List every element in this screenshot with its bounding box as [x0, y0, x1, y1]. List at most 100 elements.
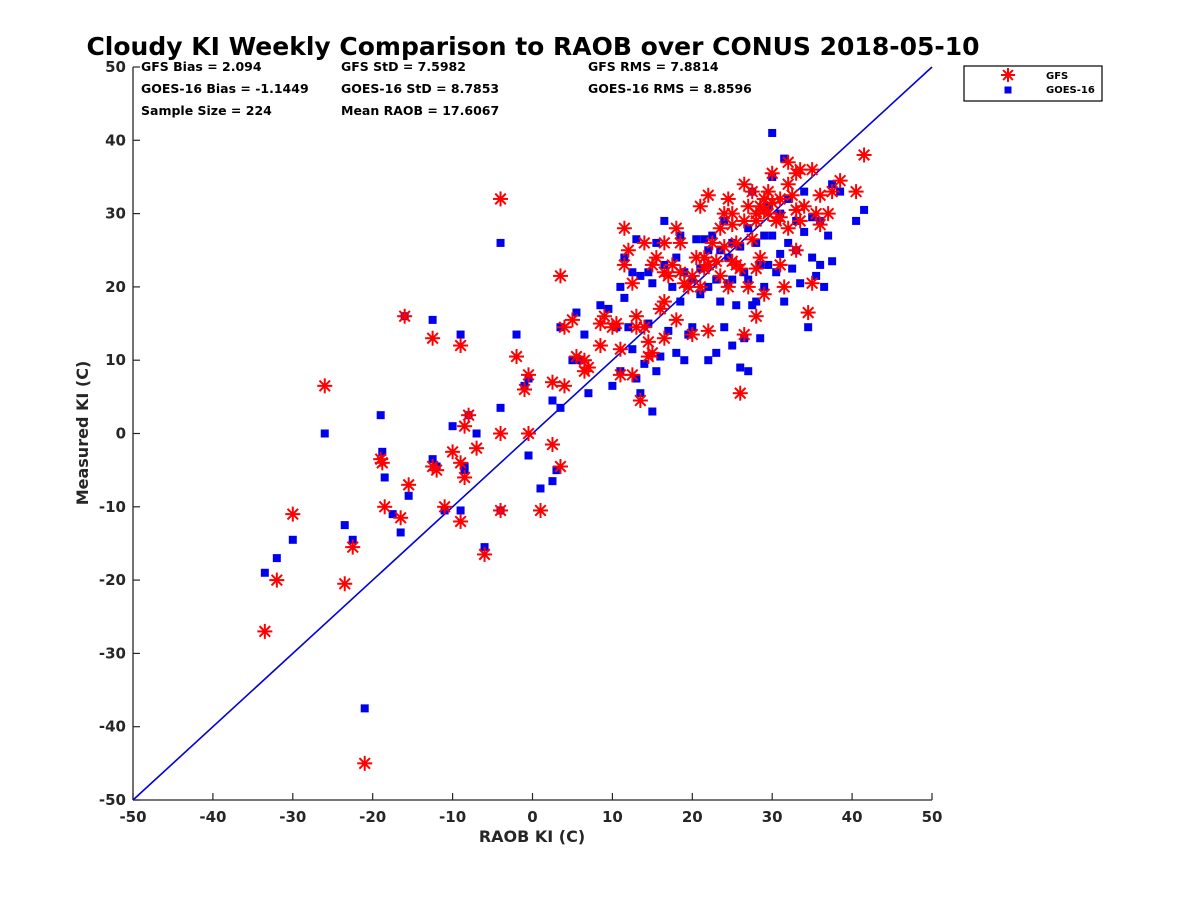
gfs-point — [752, 250, 768, 266]
goes16-point — [648, 407, 657, 416]
y-axis-label: Measured KI (C) — [73, 361, 92, 506]
goes16-point — [716, 297, 725, 306]
x-tick-label: 30 — [762, 808, 783, 826]
goes16-point — [456, 506, 465, 515]
gfs-point — [285, 506, 301, 522]
gfs-point — [656, 330, 672, 346]
gfs-point — [493, 502, 509, 518]
gfs-point — [804, 162, 820, 178]
gfs-point — [628, 308, 644, 324]
goes16-point — [616, 282, 625, 291]
gfs-point — [776, 279, 792, 295]
gfs-point — [345, 539, 361, 555]
gfs-point — [656, 294, 672, 310]
goes16-point — [668, 282, 677, 291]
gfs-point — [564, 312, 580, 328]
goes16-point — [652, 238, 661, 247]
goes16-point — [720, 323, 729, 332]
legend-box — [963, 65, 1103, 102]
y-tick-label: -50 — [99, 791, 126, 809]
goes16-point — [620, 293, 629, 302]
goes16-point — [608, 381, 617, 390]
gfs-point — [848, 184, 864, 200]
x-tick-label: 50 — [922, 808, 943, 826]
goes16-point — [536, 484, 545, 493]
goes16-point — [584, 389, 593, 398]
stats-block: GFS Bias = 2.094 GFS StD = 7.5982 GFS RM… — [141, 59, 752, 118]
gfs-point — [812, 217, 828, 233]
gfs-point — [374, 455, 390, 471]
gfs-point — [800, 305, 816, 321]
goes16-point — [796, 279, 805, 288]
goes16-point — [628, 268, 637, 277]
gfs-point — [612, 341, 628, 357]
gfs-point — [640, 334, 656, 350]
gfs-point — [616, 257, 632, 273]
goes16-point — [632, 235, 641, 244]
goes16-point — [744, 224, 753, 233]
goes16-point — [784, 238, 793, 247]
stat-goes-rms: GOES-16 RMS = 8.8596 — [588, 81, 752, 96]
goes16-point — [548, 477, 557, 486]
goes16-point — [524, 451, 533, 460]
goes16-point — [656, 352, 665, 361]
y-tick-label: -10 — [99, 498, 126, 516]
goes16-point — [772, 268, 781, 277]
gfs-point — [736, 213, 752, 229]
goes16-point — [736, 363, 745, 372]
gfs-point — [712, 220, 728, 236]
gfs-point — [744, 231, 760, 247]
x-tick-label: -20 — [359, 808, 386, 826]
x-tick-label: -30 — [279, 808, 306, 826]
gfs-point — [608, 316, 624, 332]
gfs-point — [684, 268, 700, 284]
goes16-point — [788, 264, 797, 273]
gfs-point — [668, 220, 684, 236]
gfs-point — [544, 374, 560, 390]
gfs-point — [624, 367, 640, 383]
y-tick-label: 20 — [105, 278, 126, 296]
gfs-point — [521, 367, 537, 383]
goes16-point — [456, 330, 465, 339]
chart-title: Cloudy KI Weekly Comparison to RAOB over… — [86, 32, 979, 61]
goes16-point — [556, 403, 565, 412]
goes16-point — [816, 260, 825, 269]
stat-gfs-rms: GFS RMS = 7.8814 — [588, 59, 719, 74]
goes16-point — [752, 297, 761, 306]
gfs-point — [668, 312, 684, 328]
goes16-point — [360, 704, 369, 713]
gfs-point — [736, 176, 752, 192]
gfs-point — [620, 242, 636, 258]
gfs-point — [720, 191, 736, 207]
goes16-point — [496, 238, 505, 247]
gfs-point — [457, 418, 473, 434]
gfs-point — [700, 323, 716, 339]
gfs-point — [429, 462, 445, 478]
goes16-point — [824, 231, 833, 240]
gfs-point — [453, 338, 469, 354]
goes16-point — [448, 422, 457, 431]
gfs-point — [792, 213, 808, 229]
gfs-point — [493, 191, 509, 207]
goes16-point — [472, 429, 481, 438]
goes16-point — [780, 297, 789, 306]
gfs-point — [636, 235, 652, 251]
gfs-point — [644, 345, 660, 361]
x-tick-label: -50 — [119, 808, 146, 826]
stat-sample-size: Sample Size = 224 — [141, 103, 272, 118]
goes16-point — [272, 554, 281, 563]
goes16-point — [704, 356, 713, 365]
y-tick-label: -30 — [99, 644, 126, 662]
y-tick-label: 50 — [105, 58, 126, 76]
goes16-point — [428, 315, 437, 324]
gfs-point — [780, 176, 796, 192]
gfs-point — [780, 154, 796, 170]
gfs-point — [824, 184, 840, 200]
goes16-point — [860, 205, 869, 214]
gfs-point — [672, 264, 688, 280]
goes16-point — [648, 279, 657, 288]
goes16-point — [664, 326, 673, 335]
y-tick-label: 10 — [105, 351, 126, 369]
goes16-point — [596, 301, 605, 310]
